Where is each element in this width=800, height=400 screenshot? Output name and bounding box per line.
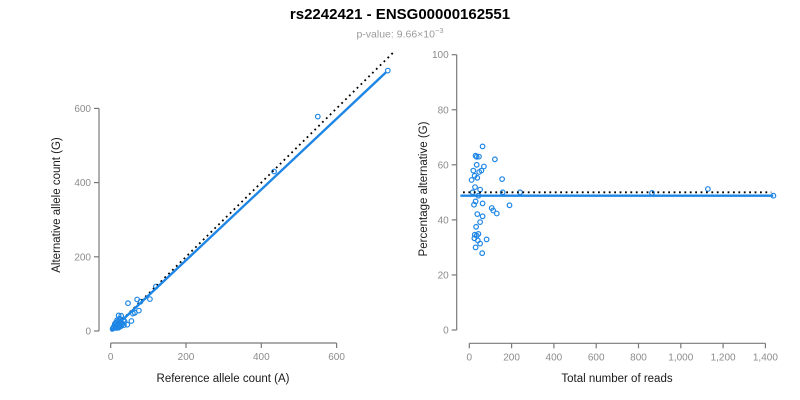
x-tick-label: 1,000: [668, 352, 693, 363]
data-point: [124, 321, 131, 328]
x-tick-label: 1,200: [711, 352, 736, 363]
data-point: [470, 167, 477, 174]
y-tick-label: 400: [74, 178, 91, 189]
y-tick-label: 100: [432, 50, 449, 61]
data-point: [474, 211, 481, 218]
data-point: [314, 113, 321, 120]
data-point: [118, 312, 125, 319]
data-point: [471, 231, 478, 238]
allele-counts-y-axis-title: Alternative allele count (G): [51, 137, 63, 273]
data-point: [493, 210, 500, 217]
x-tick-label: 600: [588, 352, 605, 363]
data-point: [475, 230, 482, 237]
x-tick-label: 400: [546, 352, 563, 363]
x-tick-label: 600: [328, 352, 345, 363]
y-tick-label: 20: [438, 270, 450, 281]
x-tick-label: 400: [253, 352, 270, 363]
allele-counts-x-axis-title: Reference allele count (A): [157, 373, 290, 385]
percentage-reads-y-axis-title: Percentage alternative (G): [418, 121, 430, 256]
pvalue-text: p-value: 9.66×10: [356, 28, 435, 41]
data-point: [472, 152, 479, 159]
data-point: [472, 198, 479, 205]
data-point: [271, 168, 278, 175]
data-point: [474, 174, 481, 181]
data-point: [478, 167, 485, 174]
data-point: [115, 312, 122, 319]
data-point: [483, 236, 490, 243]
data-point: [146, 296, 153, 303]
data-point: [499, 176, 506, 183]
data-point: [384, 67, 391, 74]
y-tick-label: 0: [443, 326, 449, 337]
data-point: [125, 300, 131, 307]
chart-title: rs2242421 - ENSG00000162551: [289, 6, 511, 23]
data-point: [490, 207, 497, 214]
allele-counts-identity-line: [110, 51, 395, 332]
x-tick-label: 800: [630, 352, 647, 363]
x-tick-label: 200: [178, 352, 195, 363]
data-point: [479, 143, 486, 150]
y-tick-label: 40: [438, 215, 450, 226]
y-tick-label: 80: [438, 105, 450, 116]
data-point: [128, 318, 135, 324]
x-tick-label: 1,400: [753, 352, 778, 363]
data-point: [473, 161, 480, 168]
x-tick-label: 200: [503, 352, 520, 363]
allele-counts-fit-line: [109, 71, 387, 332]
data-point: [506, 202, 513, 209]
data-point: [492, 156, 498, 163]
percentage-reads-plot: 0 20 40 60 80 100 0 200 400 600 800 1,000 1,200 1,400…: [418, 50, 778, 385]
data-point: [472, 244, 479, 251]
allele-counts-plot: 0 200 400 600 0 200 400 600 Reference allele cou…: [51, 51, 395, 385]
data-point: [135, 307, 142, 314]
data-point: [479, 213, 486, 220]
data-point: [473, 223, 480, 230]
y-tick-label: 200: [74, 252, 91, 263]
pvalue-exponent: −3: [434, 26, 444, 35]
data-point: [477, 186, 484, 193]
chart-subtitle: p-value: 9.66×10−3: [0, 26, 800, 41]
y-tick-label: 60: [438, 160, 450, 171]
y-tick-label: 600: [74, 104, 91, 115]
data-point: [705, 186, 711, 192]
data-point: [468, 177, 475, 183]
data-point: [472, 184, 478, 191]
data-point: [477, 240, 484, 247]
data-point: [473, 153, 480, 160]
data-point: [476, 153, 482, 160]
data-point: [479, 200, 486, 207]
y-tick-label: 0: [85, 327, 91, 338]
data-point: [481, 163, 487, 170]
data-point: [477, 219, 484, 226]
percentage-reads-points: [468, 143, 777, 257]
x-tick-label: 0: [108, 352, 114, 363]
data-point: [479, 250, 486, 257]
x-tick-label: 0: [467, 352, 473, 363]
percentage-reads-x-axis-title: Total number of reads: [561, 373, 672, 385]
